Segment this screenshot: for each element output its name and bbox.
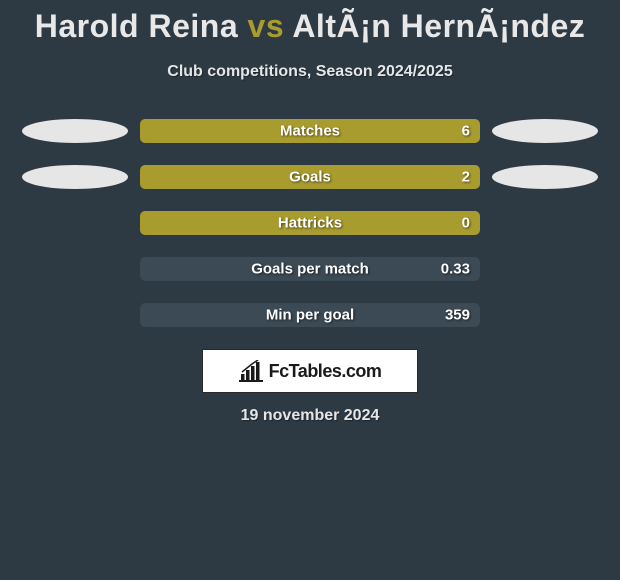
player2-ellipse bbox=[492, 119, 598, 143]
stat-bar: Matches 6 bbox=[140, 119, 480, 143]
stat-row: Matches 6 bbox=[0, 119, 620, 143]
stat-row: Goals 2 bbox=[0, 165, 620, 189]
stat-row: Min per goal 359 bbox=[0, 303, 620, 327]
subtitle: Club competitions, Season 2024/2025 bbox=[0, 63, 620, 81]
title: Harold Reina vs AltÃ¡n HernÃ¡ndez bbox=[0, 8, 620, 45]
stat-bar: Min per goal 359 bbox=[140, 303, 480, 327]
stat-bar: Goals 2 bbox=[140, 165, 480, 189]
bar-chart-icon bbox=[239, 360, 263, 382]
logo-box[interactable]: FcTables.com bbox=[202, 349, 418, 393]
stat-row: Goals per match 0.33 bbox=[0, 257, 620, 281]
stat-value: 2 bbox=[462, 169, 470, 186]
stat-label: Min per goal bbox=[266, 307, 354, 324]
stat-bar: Goals per match 0.33 bbox=[140, 257, 480, 281]
stat-value: 0.33 bbox=[441, 261, 470, 278]
player2-name: AltÃ¡n HernÃ¡ndez bbox=[292, 8, 585, 44]
player2-ellipse bbox=[492, 165, 598, 189]
stat-value: 6 bbox=[462, 123, 470, 140]
logo-inner: FcTables.com bbox=[239, 360, 382, 382]
comparison-card: Harold Reina vs AltÃ¡n HernÃ¡ndez Club c… bbox=[0, 0, 620, 425]
player1-ellipse bbox=[22, 119, 128, 143]
stat-value: 359 bbox=[445, 307, 470, 324]
stat-value: 0 bbox=[462, 215, 470, 232]
player1-ellipse bbox=[22, 165, 128, 189]
stat-label: Goals bbox=[289, 169, 331, 186]
stat-label: Matches bbox=[280, 123, 340, 140]
stat-row: Hattricks 0 bbox=[0, 211, 620, 235]
stat-label: Goals per match bbox=[251, 261, 369, 278]
stats-list: Matches 6 Goals 2 Hattricks 0 Goals per match 0… bbox=[0, 119, 620, 327]
stat-label: Hattricks bbox=[278, 215, 342, 232]
player1-name: Harold Reina bbox=[35, 8, 238, 44]
date: 19 november 2024 bbox=[0, 407, 620, 425]
stat-bar: Hattricks 0 bbox=[140, 211, 480, 235]
vs-text: vs bbox=[238, 8, 292, 44]
logo-text: FcTables.com bbox=[269, 361, 382, 382]
